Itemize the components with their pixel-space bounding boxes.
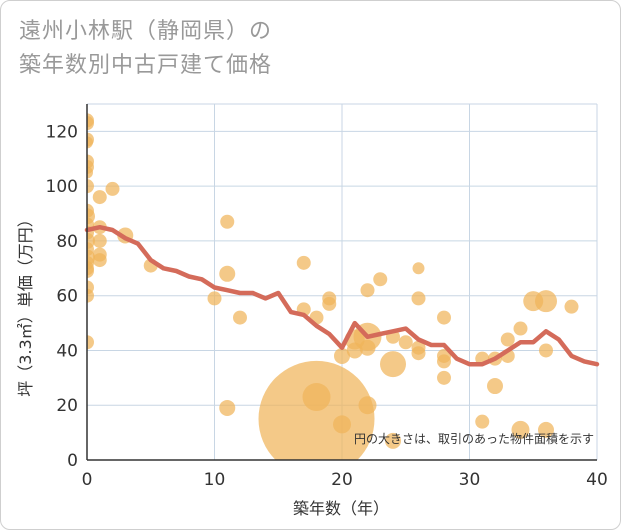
- trend-line: [84, 224, 600, 367]
- bubble: [539, 343, 553, 358]
- bubble: [219, 399, 236, 416]
- bubble: [359, 339, 376, 356]
- y-tick-label: 60: [56, 287, 78, 307]
- bubble: [373, 272, 388, 287]
- x-tick-label: 0: [82, 470, 93, 490]
- bubble: [500, 332, 515, 347]
- x-tick-label: 10: [204, 470, 226, 490]
- bubble: [511, 420, 530, 439]
- bubble: [87, 335, 94, 350]
- bubble: [87, 136, 93, 149]
- bubble: [437, 310, 451, 325]
- bubble: [398, 335, 413, 350]
- chart-title-line-2: 築年数別中古戸建て価格: [19, 53, 273, 78]
- chart-note: 円の大きさは、取引のあった物件面積を示す: [354, 431, 594, 446]
- bubble: [564, 299, 579, 314]
- bubble: [412, 262, 425, 275]
- bubble: [233, 310, 247, 325]
- bubble: [513, 321, 528, 336]
- chart-title-line-1: 遠州小林駅（静岡県）の: [19, 19, 273, 44]
- y-tick-label: 20: [56, 396, 78, 416]
- bubble: [333, 415, 351, 434]
- bubble: [92, 253, 107, 268]
- bubble: [538, 421, 554, 438]
- bubble: [360, 283, 375, 298]
- bubble: [105, 181, 120, 196]
- bubble: [296, 255, 311, 270]
- bubble: [411, 346, 426, 361]
- y-tick-label: 80: [56, 232, 78, 252]
- bubble: [87, 179, 94, 194]
- bubble: [380, 351, 406, 378]
- bubble: [87, 264, 94, 279]
- bubble: [411, 291, 426, 306]
- bubble: [322, 296, 337, 311]
- axes: [86, 104, 597, 461]
- bubble: [535, 290, 557, 313]
- bubble: [87, 288, 94, 303]
- bubble: [437, 370, 451, 385]
- y-tick-label: 0: [67, 451, 78, 471]
- bubble: [207, 291, 222, 306]
- chart-title: 遠州小林駅（静岡県）の 築年数別中古戸建て価格: [19, 15, 272, 83]
- y-axis-label: 坪（3.3㎡）単価（万円）: [16, 211, 35, 396]
- x-axis-label: 築年数（年）: [293, 499, 389, 518]
- bubble: [87, 116, 94, 131]
- y-tick-label: 100: [46, 177, 78, 197]
- x-tick-label: 20: [331, 470, 353, 490]
- bubbles: [87, 113, 579, 460]
- trend-line-group: [84, 224, 600, 367]
- bubble: [92, 233, 107, 248]
- x-tick-label: 30: [459, 470, 481, 490]
- bubble: [358, 396, 377, 415]
- bubble: [437, 354, 451, 369]
- bubble: [302, 383, 331, 412]
- bubble: [385, 432, 401, 449]
- y-tick-label: 120: [46, 122, 78, 142]
- bubble: [487, 378, 503, 395]
- bubble: [92, 190, 107, 205]
- bubble: [220, 214, 235, 229]
- tick-labels: 0 20 40 60 80 100 120 0 10 20 30 40: [46, 122, 608, 490]
- x-tick-label: 40: [586, 470, 608, 490]
- y-tick-label: 40: [56, 341, 78, 361]
- bubble: [334, 347, 350, 364]
- bubble: [475, 414, 490, 429]
- bubble: [219, 265, 236, 282]
- bubble: [87, 166, 93, 179]
